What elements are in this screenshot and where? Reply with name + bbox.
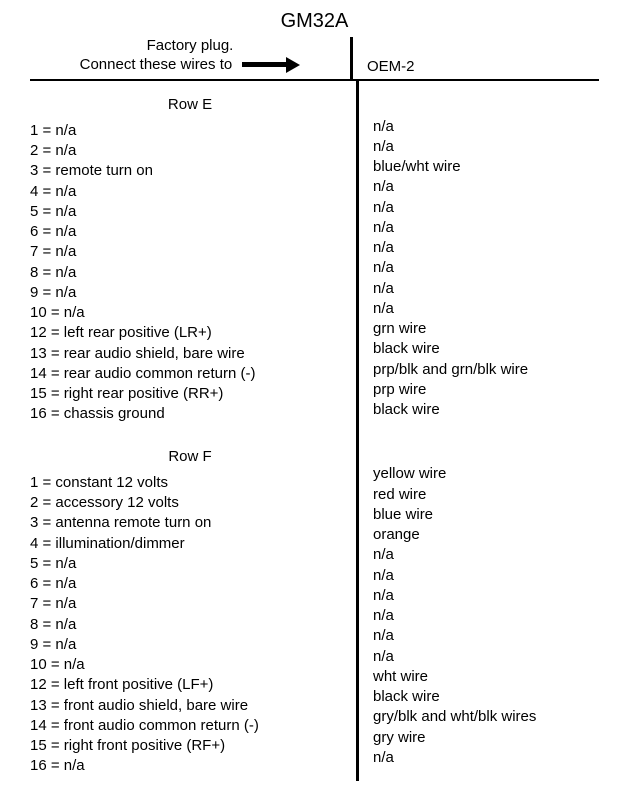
pin-row-left: 10 = n/a (30, 303, 350, 323)
pin-row-right: n/a (373, 137, 593, 157)
pin-row-left: 12 = left rear positive (LR+) (30, 323, 350, 343)
pin-row-right: red wire (373, 485, 593, 505)
pin-row-right: n/a (373, 279, 593, 299)
pin-row-right: n/a (373, 586, 593, 606)
pin-row-right: n/a (373, 238, 593, 258)
pin-row-left: 7 = n/a (30, 242, 350, 262)
pin-row-left: 16 = n/a (30, 756, 350, 776)
pin-row-left: 3 = remote turn on (30, 161, 350, 181)
pin-row-right: prp/blk and grn/blk wire (373, 360, 593, 380)
pin-row-left: 4 = illumination/dimmer (30, 534, 350, 554)
pin-row-right: n/a (373, 218, 593, 238)
arrow-line (242, 62, 286, 67)
pin-row-right: gry wire (373, 728, 593, 748)
pin-row-right: n/a (373, 299, 593, 319)
pin-row-left: 8 = n/a (30, 615, 350, 635)
header-right-label: OEM-2 (367, 58, 415, 75)
pin-row-right: black wire (373, 400, 593, 420)
pin-row-right: n/a (373, 606, 593, 626)
pin-row-left: 9 = n/a (30, 283, 350, 303)
pin-row-left: 7 = n/a (30, 594, 350, 614)
pin-row-right: n/a (373, 748, 593, 768)
pin-row-left: 2 = n/a (30, 141, 350, 161)
header-row: Factory plug. Connect these wires to OEM… (30, 37, 599, 81)
header-left-line2: Connect these wires to (80, 56, 233, 73)
pin-row-right: n/a (373, 198, 593, 218)
section-title-spacer (373, 91, 593, 117)
pin-row-right: n/a (373, 258, 593, 278)
pin-row-left: 1 = constant 12 volts (30, 473, 350, 493)
wiring-diagram-page: GM32A Factory plug. Connect these wires … (0, 0, 619, 791)
pin-row-left: 16 = chassis ground (30, 404, 350, 424)
pin-row-right: orange (373, 525, 593, 545)
pin-row-right: blue/wht wire (373, 157, 593, 177)
pin-row-right: n/a (373, 647, 593, 667)
pin-row-right: n/a (373, 626, 593, 646)
section-title-spacer (373, 438, 593, 464)
pin-row-left: 1 = n/a (30, 121, 350, 141)
pin-row-right: wht wire (373, 667, 593, 687)
pin-row-left: 15 = right front positive (RF+) (30, 736, 350, 756)
pin-row-right: black wire (373, 687, 593, 707)
pin-row-left: 13 = front audio shield, bare wire (30, 696, 350, 716)
arrow-icon (242, 57, 300, 73)
pin-row-left: 6 = n/a (30, 222, 350, 242)
pin-row-right: n/a (373, 566, 593, 586)
header-left: Factory plug. Connect these wires to (30, 37, 350, 79)
pin-row-left: 14 = rear audio common return (-) (30, 364, 350, 384)
column-right: n/an/ablue/wht wiren/an/an/an/an/an/an/a… (356, 81, 599, 781)
section-title: Row E (30, 95, 350, 115)
pin-row-left: 9 = n/a (30, 635, 350, 655)
column-left: Row E1 = n/a2 = n/a3 = remote turn on4 =… (30, 81, 356, 781)
section-gap (30, 425, 350, 443)
pin-row-right: n/a (373, 117, 593, 137)
pin-row-left: 15 = right rear positive (RR+) (30, 384, 350, 404)
pin-row-left: 2 = accessory 12 volts (30, 493, 350, 513)
pin-row-right: yellow wire (373, 464, 593, 484)
pin-row-right: black wire (373, 339, 593, 359)
pin-row-right: grn wire (373, 319, 593, 339)
pin-row-right: n/a (373, 545, 593, 565)
pin-row-left: 8 = n/a (30, 263, 350, 283)
pin-row-right: prp wire (373, 380, 593, 400)
header-left-line2-wrap: Connect these wires to (30, 56, 350, 75)
pin-row-left: 10 = n/a (30, 655, 350, 675)
pin-row-left: 5 = n/a (30, 554, 350, 574)
pin-row-left: 6 = n/a (30, 574, 350, 594)
pin-row-left: 14 = front audio common return (-) (30, 716, 350, 736)
pin-row-right: gry/blk and wht/blk wires (373, 707, 593, 727)
pin-row-left: 12 = left front positive (LF+) (30, 675, 350, 695)
body-grid: Row E1 = n/a2 = n/a3 = remote turn on4 =… (30, 81, 599, 781)
arrow-head (286, 57, 300, 73)
section-title: Row F (30, 447, 350, 467)
page-title: GM32A (30, 10, 599, 33)
header-left-line1: Factory plug. (30, 37, 350, 56)
pin-row-left: 5 = n/a (30, 202, 350, 222)
section-gap (373, 420, 593, 438)
pin-row-left: 3 = antenna remote turn on (30, 513, 350, 533)
pin-row-right: blue wire (373, 505, 593, 525)
header-right: OEM-2 (350, 37, 599, 79)
pin-row-left: 13 = rear audio shield, bare wire (30, 344, 350, 364)
pin-row-left: 4 = n/a (30, 182, 350, 202)
pin-row-right: n/a (373, 177, 593, 197)
